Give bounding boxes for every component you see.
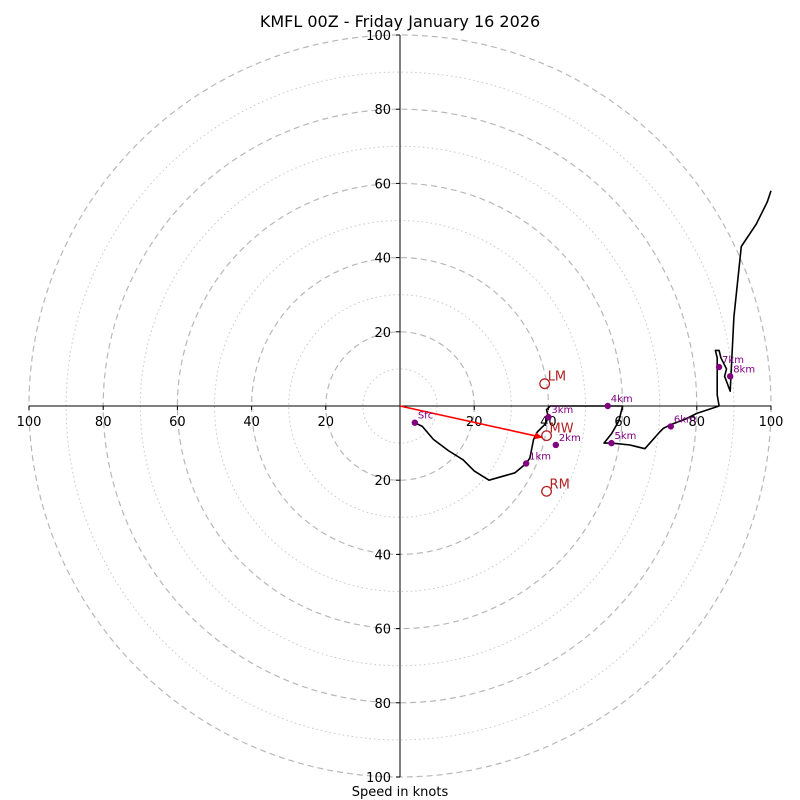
tick-labels: 1008060402020406080100100806040202040608… — [17, 29, 784, 786]
height-marker-label: Sfc — [418, 411, 433, 422]
height-marker — [608, 439, 615, 447]
storm-motion-label: LM — [548, 370, 566, 385]
height-marker-label: 6km — [674, 414, 696, 425]
height-marker — [522, 460, 530, 467]
y-tick-label: 20 — [374, 326, 391, 341]
y-tick-label: 80 — [374, 103, 391, 118]
shear-vector-line — [399, 405, 544, 439]
x-tick-label: 40 — [540, 415, 557, 430]
y-tick-label: 100 — [366, 771, 391, 786]
height-marker-label: 2km — [559, 433, 581, 444]
x-axis-label: Speed in knots — [352, 785, 449, 800]
x-tick-label: 60 — [169, 415, 186, 430]
y-tick-label: 60 — [374, 623, 391, 638]
x-tick-label: 100 — [17, 415, 42, 430]
height-marker-label: 8km — [733, 364, 755, 375]
x-tick-label: 20 — [318, 415, 335, 430]
y-tick-label: 40 — [374, 252, 391, 267]
storm-motion-markers: LM MW RM — [539, 370, 574, 497]
x-tick-label: 100 — [759, 415, 784, 430]
height-marker — [667, 423, 675, 430]
storm-motion-marker — [541, 430, 552, 442]
height-marker-label: 3km — [551, 405, 573, 416]
storm-motion-marker — [539, 378, 551, 390]
x-tick-label: 80 — [689, 415, 706, 430]
y-tick-label: 40 — [374, 548, 391, 563]
shear-vector-arrowhead — [534, 432, 543, 440]
x-tick-label: 80 — [95, 415, 112, 430]
height-marker — [726, 373, 734, 380]
height-marker — [604, 402, 611, 410]
chart-title: KMFL 00Z - Friday January 16 2026 — [260, 12, 540, 31]
x-tick-label: 40 — [243, 415, 260, 430]
height-marker-label: 5km — [614, 431, 636, 442]
height-marker-label: 1km — [529, 452, 551, 463]
storm-motion-label: MW — [550, 422, 574, 437]
storm-motion-label: RM — [550, 477, 570, 492]
height-marker — [715, 363, 723, 371]
height-marker — [411, 419, 419, 426]
y-tick-label: 20 — [374, 474, 391, 489]
height-marker — [552, 441, 560, 449]
height-marker — [545, 413, 552, 421]
x-tick-label: 60 — [614, 415, 631, 430]
y-tick-label: 100 — [366, 29, 391, 44]
height-marker-label: 4km — [611, 394, 633, 405]
y-tick-label: 80 — [374, 697, 391, 712]
storm-motion-marker — [541, 485, 552, 497]
height-marker-label: 7km — [722, 355, 744, 366]
y-tick-label: 60 — [374, 177, 391, 192]
